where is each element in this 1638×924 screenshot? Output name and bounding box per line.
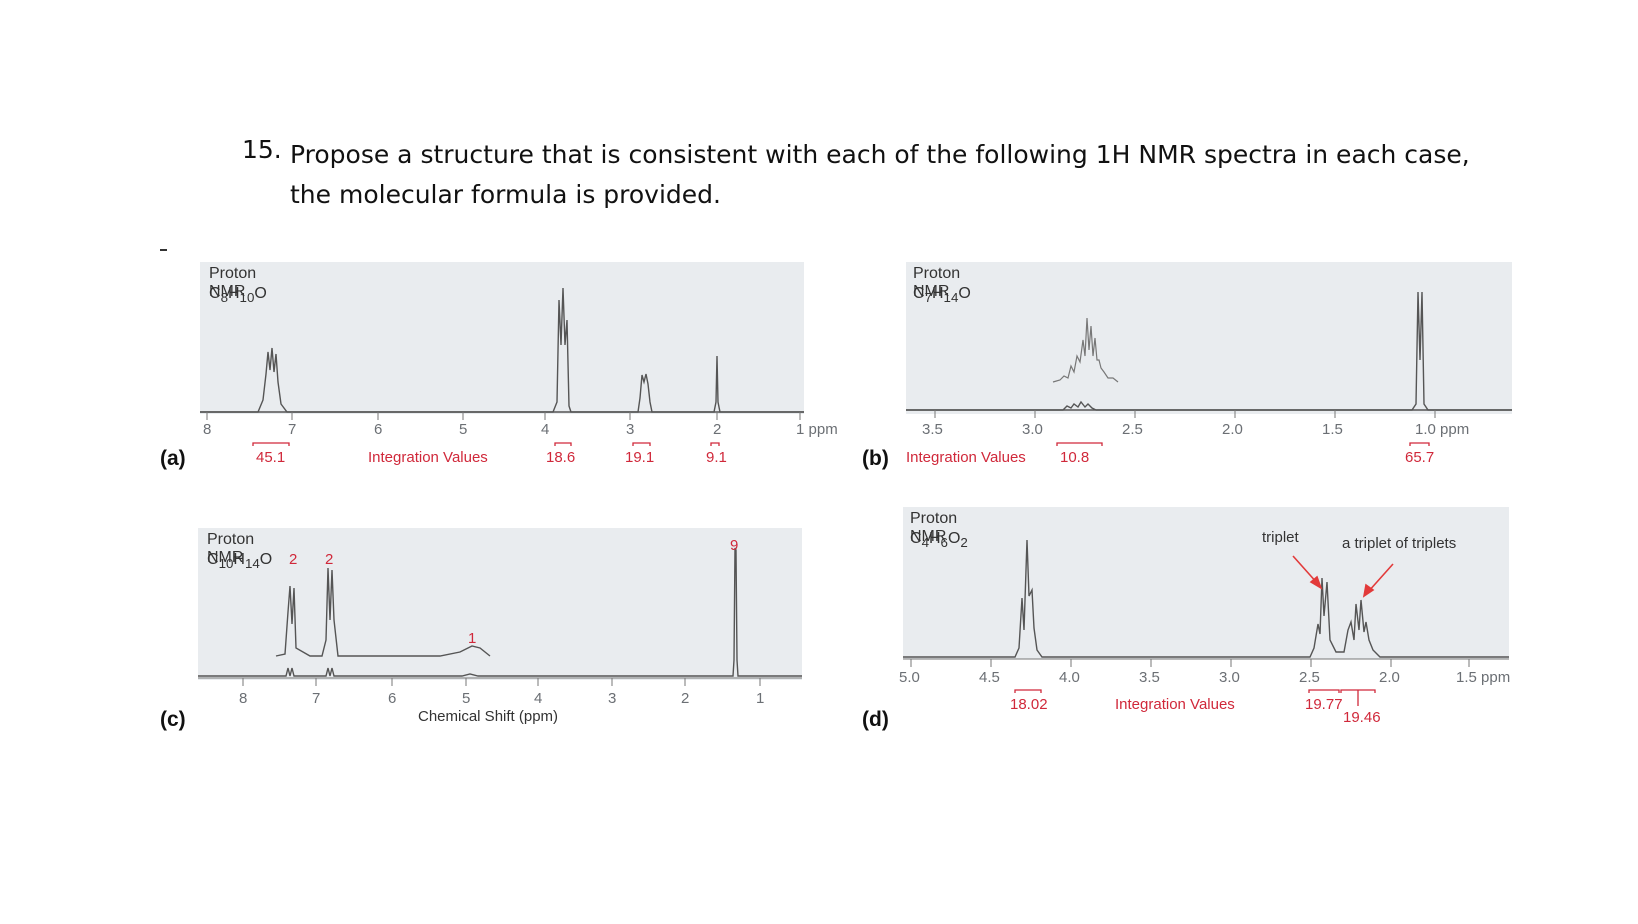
axis-tick-label: 3.0 xyxy=(1219,669,1240,686)
panel-letter: (d) xyxy=(862,708,889,731)
axis-tick-label: 1.5 ppm xyxy=(1456,669,1511,686)
integration-value: 65.7 xyxy=(1405,449,1435,466)
spectrum-title: Proton NMR xyxy=(913,265,961,300)
peak-integration-label: 2 xyxy=(289,551,298,568)
question-text: Propose a structure that is consistent w… xyxy=(290,140,1470,209)
axis-tick-label: 4.0 xyxy=(1059,669,1080,686)
axis-tick-label: 2.5 xyxy=(1122,421,1143,438)
axis-tick-label: 1 ppm xyxy=(796,421,838,438)
integration-caption: Integration Values xyxy=(1115,696,1235,713)
spectrum-background xyxy=(198,528,802,680)
question-number: 15. xyxy=(242,135,282,164)
molecular-formula: C10H14O xyxy=(207,551,273,572)
integration-value: 18.02 xyxy=(1010,696,1048,713)
spectrum-trace xyxy=(906,291,1512,411)
integration-value: 19.46 xyxy=(1343,709,1381,726)
corner-mark xyxy=(160,249,167,251)
axis-tick-label: 4 xyxy=(541,421,550,438)
axis-tick-label: 1 xyxy=(756,690,765,707)
spectrum-title: Proton NMR xyxy=(207,531,255,566)
expanded-multiplet xyxy=(1052,317,1119,383)
axis-tick-label: 5 xyxy=(459,421,468,438)
panel-letter: (a) xyxy=(160,447,186,470)
axis-tick-label: 2 xyxy=(681,690,690,707)
spectrum-title: Proton NMR xyxy=(910,510,958,545)
axis-tick-label: 3.5 xyxy=(1139,669,1160,686)
axis-tick-label: 3 xyxy=(608,690,617,707)
spectrum-trace xyxy=(198,547,802,677)
upper-trace xyxy=(275,567,491,657)
integration-value: 45.1 xyxy=(256,449,286,466)
axis-tick-label: 5 xyxy=(462,690,471,707)
spectrum-background xyxy=(200,262,804,414)
axis-tick-label: 1.5 xyxy=(1322,421,1343,438)
integration-value: 9.1 xyxy=(706,449,727,466)
axis-tick-label: 6 xyxy=(374,421,383,438)
axis-tick-label: 2 xyxy=(713,421,722,438)
axis-tick-label: 1.0 ppm xyxy=(1415,421,1470,438)
axis-tick-label: 4.5 xyxy=(979,669,1000,686)
spectrum-title: Proton NMR xyxy=(209,265,257,300)
spectrum-trace xyxy=(903,539,1509,658)
spectrum-background xyxy=(903,507,1509,659)
integration-value: 10.8 xyxy=(1060,449,1090,466)
axis-tick-label: 2.5 xyxy=(1299,669,1320,686)
axis-tick-label: 7 xyxy=(288,421,297,438)
arrow-triplet-of-triplets xyxy=(1367,563,1394,593)
molecular-formula: C8H10O xyxy=(209,285,267,306)
axis-tick-label: 3 xyxy=(626,421,635,438)
axis-tick-label: 3.5 xyxy=(922,421,943,438)
integration-caption: Integration Values xyxy=(368,449,488,466)
annotation-triplet-of-triplets: a triplet of triplets xyxy=(1342,535,1457,552)
molecular-formula: C7H14O xyxy=(913,285,971,306)
integration-value: 18.6 xyxy=(546,449,576,466)
axis-tick-label: 7 xyxy=(312,690,321,707)
axis-tick-label: 3.0 xyxy=(1022,421,1043,438)
peak-integration-label: 9 xyxy=(730,537,739,554)
axis-tick-label: 6 xyxy=(388,690,397,707)
peak-integration-label: 1 xyxy=(468,630,477,647)
panel-letter: (b) xyxy=(862,447,889,470)
annotation-triplet: triplet xyxy=(1262,529,1299,546)
integration-value: 19.77 xyxy=(1305,696,1343,713)
axis-tick-label: 2.0 xyxy=(1222,421,1243,438)
axis-tick-label: 8 xyxy=(203,421,212,438)
molecular-formula: C4H6O2 xyxy=(910,530,968,551)
axis-tick-label: 8 xyxy=(239,690,248,707)
axis-title: Chemical Shift (ppm) xyxy=(418,708,559,725)
panel-letter: (c) xyxy=(160,708,186,731)
integration-caption: Integration Values xyxy=(906,449,1026,466)
axis-tick-label: 4 xyxy=(534,690,543,707)
peak-integration-label: 2 xyxy=(325,551,334,568)
axis-tick-label: 5.0 xyxy=(899,669,920,686)
spectrum-background xyxy=(906,262,1512,414)
axis-tick-label: 2.0 xyxy=(1379,669,1400,686)
integration-value: 19.1 xyxy=(625,449,655,466)
spectrum-trace xyxy=(200,287,804,413)
